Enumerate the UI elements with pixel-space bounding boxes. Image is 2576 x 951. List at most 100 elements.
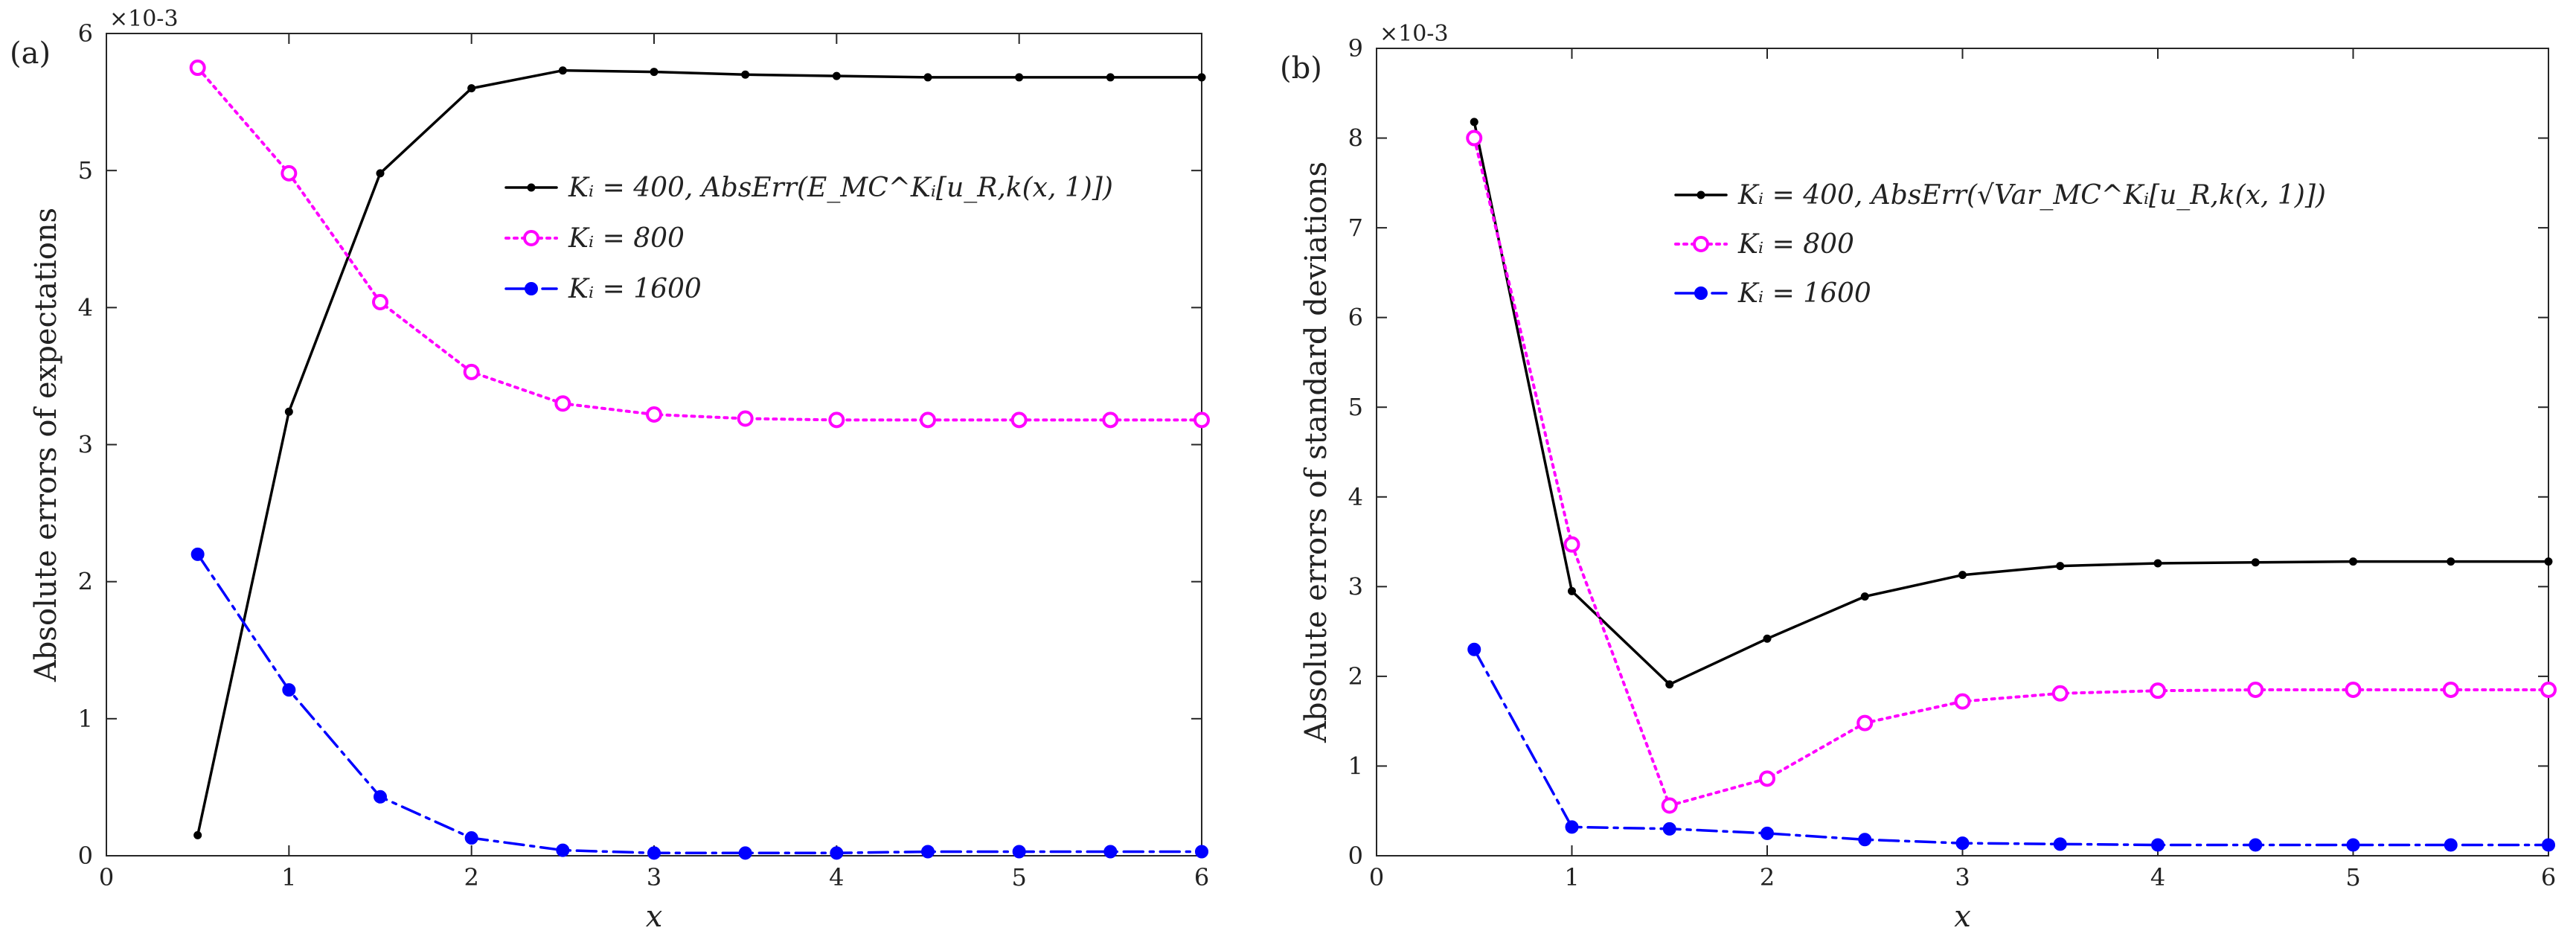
data-point: [647, 846, 661, 860]
data-point: [558, 66, 567, 75]
y-tick-label: 1: [78, 705, 93, 733]
data-point: [1565, 820, 1579, 834]
data-point: [832, 71, 841, 80]
data-point: [646, 406, 662, 423]
data-point: [1760, 826, 1774, 840]
y-tick-label: 9: [1348, 34, 1363, 63]
data-point: [1467, 642, 1481, 656]
data-point: [650, 68, 659, 77]
data-point: [737, 410, 754, 427]
plot-area-frame: [1376, 48, 2549, 856]
y-tick-label: 2: [1348, 662, 1363, 691]
x-tick-label: 2: [1760, 863, 1775, 891]
y-tick-label: 4: [78, 293, 93, 321]
data-point: [284, 407, 293, 416]
data-point: [463, 363, 480, 380]
data-point: [920, 412, 936, 429]
data-point: [1662, 822, 1676, 836]
data-point: [1010, 412, 1028, 429]
data-point: [282, 683, 296, 697]
data-point: [1661, 797, 1678, 814]
y-tick-label: 3: [1348, 572, 1363, 601]
data-point: [2345, 681, 2362, 698]
data-point: [554, 395, 571, 412]
x-tick-label: 4: [829, 863, 844, 891]
data-point: [2346, 838, 2360, 852]
data-point: [828, 412, 845, 429]
data-point: [1860, 592, 1869, 601]
data-point: [1954, 693, 1971, 710]
data-point: [376, 169, 385, 178]
data-point: [1563, 536, 1580, 553]
legend-marker: [527, 183, 536, 192]
y-tick-label: 6: [78, 19, 93, 48]
data-point: [1759, 770, 1775, 787]
x-tick-label: 5: [1011, 863, 1026, 891]
data-point: [190, 547, 205, 561]
x-tick-label: 0: [99, 863, 114, 891]
y-tick-label: 7: [1348, 214, 1363, 242]
y-tick-label: 5: [78, 156, 93, 185]
series-line-3: [196, 553, 1203, 855]
y-tick-label: 5: [1348, 393, 1363, 421]
data-point: [2349, 557, 2357, 566]
y-axis-exponent: ×10-3: [109, 6, 179, 32]
data-point: [1103, 845, 1118, 859]
data-point: [2544, 557, 2553, 566]
data-point: [741, 70, 750, 79]
data-point: [281, 164, 298, 182]
x-tick-label: 5: [2345, 863, 2360, 891]
data-point: [923, 73, 932, 82]
data-point: [1012, 845, 1026, 859]
panel-label: (a): [10, 36, 51, 71]
data-point: [464, 831, 478, 845]
data-point: [467, 84, 476, 93]
data-point: [1665, 680, 1674, 689]
x-tick-label: 0: [1369, 863, 1384, 891]
legend-marker: [1696, 190, 1705, 199]
series-line-2: [1473, 136, 2550, 807]
data-point: [1102, 412, 1119, 429]
panel-b-standard-deviations: 0 1 2 3 4 5 6 0 1 2 3 4 5 6 7 8 9 ×10-3 (b) x Absolute error…: [1280, 21, 2557, 934]
y-tick-label: 3: [78, 431, 93, 459]
series-line-3: [1473, 647, 2550, 847]
data-point: [1466, 129, 1483, 147]
series-line-1: [1473, 121, 2550, 686]
y-tick-label: 0: [78, 842, 93, 870]
legend-label: Kᵢ = 1600: [1737, 278, 1871, 309]
data-point: [1015, 73, 1024, 82]
legend-label: Kᵢ = 800: [1737, 229, 1854, 260]
data-point: [830, 846, 844, 860]
data-point: [193, 830, 202, 839]
x-tick-label: 6: [2541, 863, 2556, 891]
x-tick-label: 3: [1955, 863, 1970, 891]
y-tick-label: 6: [1348, 304, 1363, 332]
plot-area-frame: [106, 33, 1202, 856]
panel-a-expectations: 0 1 2 3 4 5 6 0 1 2 3 4 5 6 ×10-3 (a) x Absolute errors o…: [10, 6, 1210, 934]
legend-marker: [523, 230, 539, 246]
data-point: [189, 60, 206, 77]
data-point: [2447, 557, 2455, 566]
data-point: [2151, 838, 2165, 852]
x-tick-label: 6: [1194, 863, 1209, 891]
legend-marker: [525, 282, 538, 295]
y-tick-label: 2: [78, 568, 93, 596]
data-point: [2251, 558, 2260, 567]
data-point: [2051, 685, 2069, 702]
data-point: [1958, 571, 1967, 580]
data-point: [556, 843, 570, 857]
data-point: [1955, 836, 1970, 851]
data-point: [921, 845, 935, 859]
x-tick-label: 1: [281, 863, 296, 891]
legend-marker: [1693, 236, 1709, 252]
y-axis-label: Absolute errors of expectations: [29, 208, 63, 682]
data-point: [1106, 73, 1115, 82]
data-point: [2249, 838, 2263, 852]
x-axis-label: x: [646, 900, 663, 934]
data-point: [1197, 73, 1206, 82]
x-tick-label: 2: [464, 863, 478, 891]
data-point: [374, 790, 387, 804]
data-point: [738, 846, 752, 860]
data-point: [1858, 833, 1872, 847]
data-point: [2150, 682, 2166, 699]
